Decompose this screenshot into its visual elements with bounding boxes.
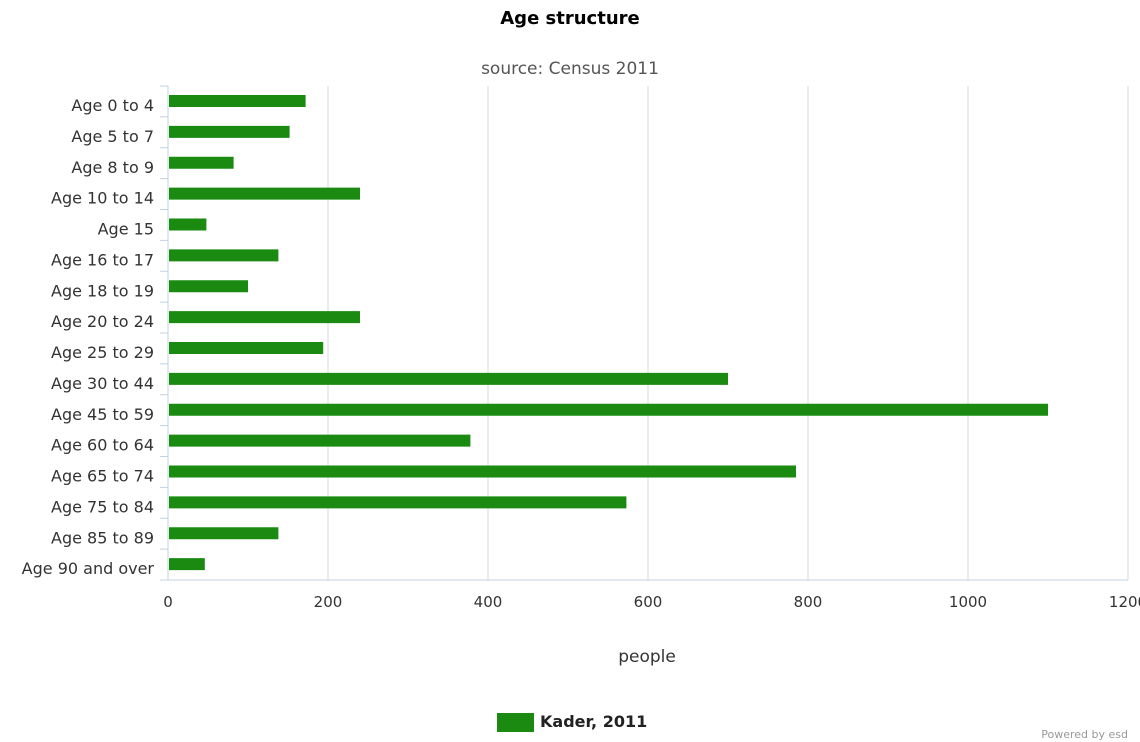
category-label: Age 75 to 84 bbox=[51, 497, 154, 516]
x-tick-label: 1000 bbox=[949, 593, 987, 611]
bar[interactable] bbox=[169, 156, 234, 169]
bar[interactable] bbox=[169, 434, 471, 447]
category-label: Age 8 to 9 bbox=[71, 158, 154, 177]
bar[interactable] bbox=[169, 342, 324, 354]
bar[interactable] bbox=[169, 465, 796, 478]
category-label: Age 0 to 4 bbox=[71, 96, 154, 115]
x-tick-label: 200 bbox=[314, 593, 343, 611]
legend-label: Kader, 2011 bbox=[540, 712, 647, 731]
category-label: Age 5 to 7 bbox=[71, 127, 154, 146]
bar[interactable] bbox=[169, 125, 290, 138]
chart-title: Age structure bbox=[500, 8, 639, 29]
legend[interactable]: Kader, 2011 bbox=[497, 712, 647, 732]
credit-text[interactable]: Powered by esd bbox=[1041, 728, 1128, 741]
x-tick-label: 800 bbox=[794, 593, 823, 611]
category-label: Age 45 to 59 bbox=[51, 405, 154, 424]
category-label: Age 16 to 17 bbox=[51, 250, 154, 269]
x-tick-label: 600 bbox=[634, 593, 663, 611]
category-label: Age 18 to 19 bbox=[51, 281, 154, 300]
category-labels: Age 0 to 4 Age 5 to 7 Age 8 to 9 Age 10 to … bbox=[22, 96, 155, 578]
category-label: Age 10 to 14 bbox=[51, 189, 154, 208]
bar[interactable] bbox=[169, 218, 207, 231]
bar[interactable] bbox=[169, 95, 306, 107]
bar[interactable] bbox=[169, 558, 205, 571]
bar-series bbox=[169, 95, 1048, 571]
category-label: Age 15 bbox=[98, 220, 154, 239]
x-tick-labels: 0 200 400 600 800 1000 1200 bbox=[163, 593, 1140, 611]
axes bbox=[160, 85, 1128, 581]
chart-subtitle: source: Census 2011 bbox=[481, 59, 659, 79]
bar[interactable] bbox=[169, 249, 279, 262]
legend-swatch bbox=[497, 713, 534, 732]
bar[interactable] bbox=[169, 280, 248, 293]
bar[interactable] bbox=[169, 372, 728, 385]
x-tick-label: 1200 bbox=[1109, 593, 1140, 611]
category-label: Age 20 to 24 bbox=[51, 312, 154, 331]
bar[interactable] bbox=[169, 311, 360, 324]
bar[interactable] bbox=[169, 496, 627, 509]
category-label: Age 85 to 89 bbox=[51, 528, 154, 547]
bar[interactable] bbox=[169, 187, 360, 200]
category-label: Age 60 to 64 bbox=[51, 436, 154, 455]
bar[interactable] bbox=[169, 527, 279, 540]
category-label: Age 90 and over bbox=[22, 559, 155, 578]
category-label: Age 65 to 74 bbox=[51, 467, 154, 486]
category-label: Age 30 to 44 bbox=[51, 374, 154, 393]
x-tick-label: 0 bbox=[163, 593, 173, 611]
category-label: Age 25 to 29 bbox=[51, 343, 154, 362]
x-axis-title: people bbox=[618, 647, 676, 667]
x-tick-label: 400 bbox=[474, 593, 503, 611]
bar[interactable] bbox=[169, 403, 1048, 416]
